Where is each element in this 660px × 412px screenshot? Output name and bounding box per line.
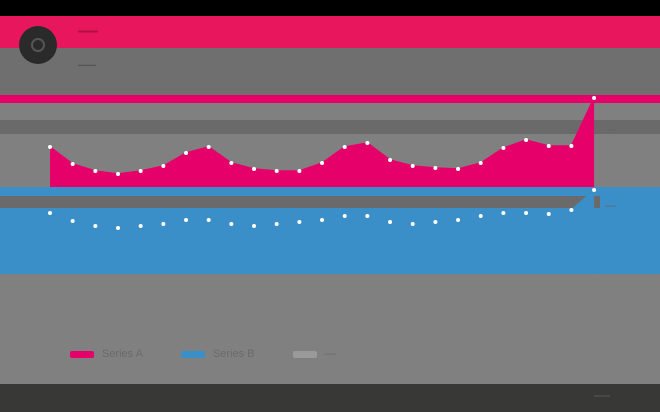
chart-title: — xyxy=(78,20,99,42)
legend-swatch-a xyxy=(70,350,94,358)
chart-subtitle: — xyxy=(78,54,96,74)
footer xyxy=(0,384,660,412)
title-bar xyxy=(0,16,660,48)
legend-label-b: Series B xyxy=(212,348,255,360)
legend: Series A Series B — xyxy=(70,348,336,360)
legend-swatch-b xyxy=(180,350,205,358)
series-a-end-label: — xyxy=(605,124,616,136)
legend-label-a: Series A xyxy=(102,348,143,360)
legend-swatch-c xyxy=(292,350,317,358)
legend-label-c: — xyxy=(324,348,336,360)
source-credit: — xyxy=(594,387,610,404)
logo-icon xyxy=(19,26,57,64)
subtitle-bar xyxy=(0,48,660,95)
top-bar xyxy=(0,0,660,16)
series-b-end-label: — xyxy=(605,200,616,212)
